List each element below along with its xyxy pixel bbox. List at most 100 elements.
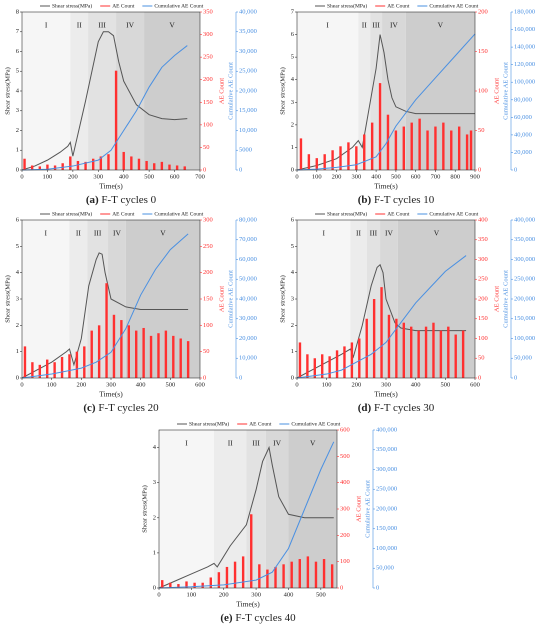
stage-region xyxy=(159,430,215,588)
x-tick-label: 900 xyxy=(470,173,480,180)
y2-tick-label: 100 xyxy=(478,87,488,94)
y2-tick-label: 150 xyxy=(478,315,488,322)
y3-tick-label: 5000 xyxy=(239,147,252,154)
ae-bar xyxy=(321,354,324,378)
y3-tick-label: 30,000 xyxy=(239,315,257,322)
ae-bar xyxy=(330,564,334,588)
ae-bar xyxy=(350,342,354,378)
y2-tick-label: 250 xyxy=(203,243,213,250)
y3-tick-label: 140,000 xyxy=(514,44,535,51)
series-line xyxy=(21,252,189,379)
stage-region xyxy=(144,12,200,170)
series-line xyxy=(296,34,475,171)
stage-region xyxy=(69,220,88,378)
legend-label: AE Count xyxy=(112,3,135,9)
y2-tick-label: 0 xyxy=(478,166,481,173)
ae-bar xyxy=(31,362,34,378)
y3-tick-label: 60,000 xyxy=(239,256,257,263)
stage-region xyxy=(288,430,337,588)
x-axis-label: Time(s) xyxy=(374,390,398,399)
ae-bar xyxy=(461,330,465,378)
y3-axis-label: Cumulative AE Count xyxy=(227,62,234,120)
y-tick-label: 8 xyxy=(16,8,19,15)
y-tick-label: 6 xyxy=(16,216,20,223)
y3-tick-label: 70,000 xyxy=(239,236,257,243)
x-tick-label: 300 xyxy=(381,381,391,388)
stage-label: III xyxy=(94,229,102,238)
y2-tick-label: 200 xyxy=(340,532,350,539)
y3-tick-label: 100,000 xyxy=(514,335,535,342)
ae-bar xyxy=(258,564,261,588)
ae-bar xyxy=(99,156,103,170)
ae-bar xyxy=(335,350,339,378)
y3-tick-label: 200,000 xyxy=(514,295,535,302)
y-axis-label: Shear stress(MPa) xyxy=(279,275,286,322)
ae-bar xyxy=(432,322,435,378)
y-tick-label: 2 xyxy=(16,322,19,329)
x-tick-label: 400 xyxy=(136,381,146,388)
legend-label: Shear stress(MPa) xyxy=(52,2,92,9)
y2-tick-label: 150 xyxy=(203,99,213,106)
y3-tick-label: 160,000 xyxy=(514,26,535,33)
ae-bar xyxy=(299,138,303,170)
y-tick-label: 3 xyxy=(291,99,294,106)
x-tick-label: 700 xyxy=(431,173,441,180)
y3-tick-label: 350,000 xyxy=(376,446,397,453)
ae-bar xyxy=(290,561,293,588)
stage-label: IV xyxy=(390,21,398,30)
ae-bar xyxy=(314,561,318,588)
stage-label: I xyxy=(326,21,329,30)
y2-tick-label: 400 xyxy=(340,479,350,486)
ae-bar xyxy=(30,165,34,170)
ae-bar xyxy=(38,364,41,378)
stage-region xyxy=(370,12,383,170)
stage-label: V xyxy=(160,229,166,238)
x-tick-label: 700 xyxy=(195,173,205,180)
y2-tick-label: 350 xyxy=(203,8,213,15)
ae-bar xyxy=(46,359,49,378)
stage-region xyxy=(70,12,89,170)
legend-label: AE Count xyxy=(112,211,135,217)
ae-bar xyxy=(328,356,331,378)
y-tick-label: 2 xyxy=(153,514,156,521)
caption: (a) F-T cycles 0 xyxy=(86,194,157,206)
ae-bar xyxy=(442,122,445,170)
ae-bar xyxy=(339,146,342,170)
x-tick-label: 200 xyxy=(68,173,78,180)
y2-tick-label: 100 xyxy=(340,558,350,565)
ae-bar xyxy=(307,154,311,170)
ae-bar xyxy=(315,158,318,170)
ae-bar xyxy=(418,118,421,170)
stage-region xyxy=(350,220,367,378)
stage-label: II xyxy=(77,21,82,30)
ae-bar xyxy=(75,351,79,378)
y2-tick-label: 200 xyxy=(203,269,213,276)
y3-tick-label: 30,000 xyxy=(239,48,257,55)
y3-tick-label: 25,000 xyxy=(239,68,257,75)
ae-bar xyxy=(402,126,405,170)
y-tick-label: 0 xyxy=(16,374,19,381)
legend-label: Shear stress(MPa) xyxy=(189,420,229,427)
stage-label: III xyxy=(372,21,380,30)
y-tick-label: 6 xyxy=(291,31,295,38)
stage-region xyxy=(116,12,145,170)
ae-bar xyxy=(323,154,326,170)
y2-tick-label: 0 xyxy=(340,584,343,591)
y-tick-label: 5 xyxy=(291,243,294,250)
y3-tick-label: 300,000 xyxy=(514,256,535,263)
ae-bar xyxy=(454,334,457,378)
y3-tick-label: 250,000 xyxy=(376,486,397,493)
x-tick-label: 500 xyxy=(391,173,401,180)
ae-bar xyxy=(241,556,245,588)
y3-tick-label: 35,000 xyxy=(239,28,257,35)
stage-label: IV xyxy=(273,439,281,448)
ae-bar xyxy=(402,322,405,378)
x-tick-label: 300 xyxy=(93,173,103,180)
y3-tick-label: 60,000 xyxy=(514,114,532,121)
stage-region xyxy=(265,430,289,588)
y-tick-label: 6 xyxy=(291,216,295,223)
ae-bar xyxy=(469,130,473,170)
legend-label: Shear stress(MPa) xyxy=(327,210,367,217)
ae-bar xyxy=(217,572,221,588)
stage-region xyxy=(380,220,398,378)
